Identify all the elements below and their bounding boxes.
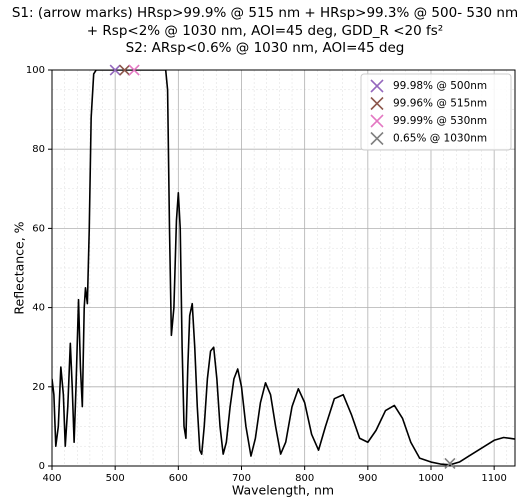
y-tick-label: 80 [32,144,45,155]
marker [119,64,131,76]
chart-title: + Rsp<2% @ 1030 nm, AOI=45 deg, GDD_R <2… [87,23,443,39]
chart-title: S2: ARsp<0.6% @ 1030 nm, AOI=45 deg [126,40,405,56]
legend-label: 0.65% @ 1030nm [393,133,487,145]
legend-label: 99.96% @ 515nm [393,98,487,110]
marker [128,64,140,76]
y-tick-label: 100 [26,65,45,76]
legend-box [360,73,512,151]
y-tick-label: 0 [39,461,45,472]
chart-title: S1: (arrow marks) HRsp>99.9% @ 515 nm + … [12,5,518,21]
legend-marker [370,96,384,111]
x-tick-label: 700 [232,473,251,484]
y-tick-label: 40 [32,303,45,314]
x-tick-label: 400 [42,473,61,484]
y-tick-label: 60 [32,223,45,234]
plot-marks [52,70,515,466]
x-axis-label: Wavelength, nm [232,483,334,498]
legend-marker [370,114,384,128]
y-axis-label: Reflectance, % [12,221,27,314]
y-tick-label: 20 [32,382,45,393]
x-tick-label: 800 [295,473,314,484]
marker [444,457,456,469]
marker [109,64,121,76]
x-tick-label: 1100 [481,473,506,484]
legend: 99.98% @ 500nm 99.96% @ 515nm 99.99% @ 530… [360,73,512,151]
plot-frame [51,69,516,467]
x-tick-label: 500 [106,473,125,484]
line-series [52,70,515,466]
legend-marker [370,79,384,93]
legend-marker [370,131,384,146]
x-tick-label: 600 [169,473,188,484]
x-tick-label: 1000 [418,473,443,484]
legend-label: 99.99% @ 530nm [393,115,487,127]
legend-label: 99.98% @ 500nm [393,80,487,92]
x-tick-label: 900 [358,473,377,484]
